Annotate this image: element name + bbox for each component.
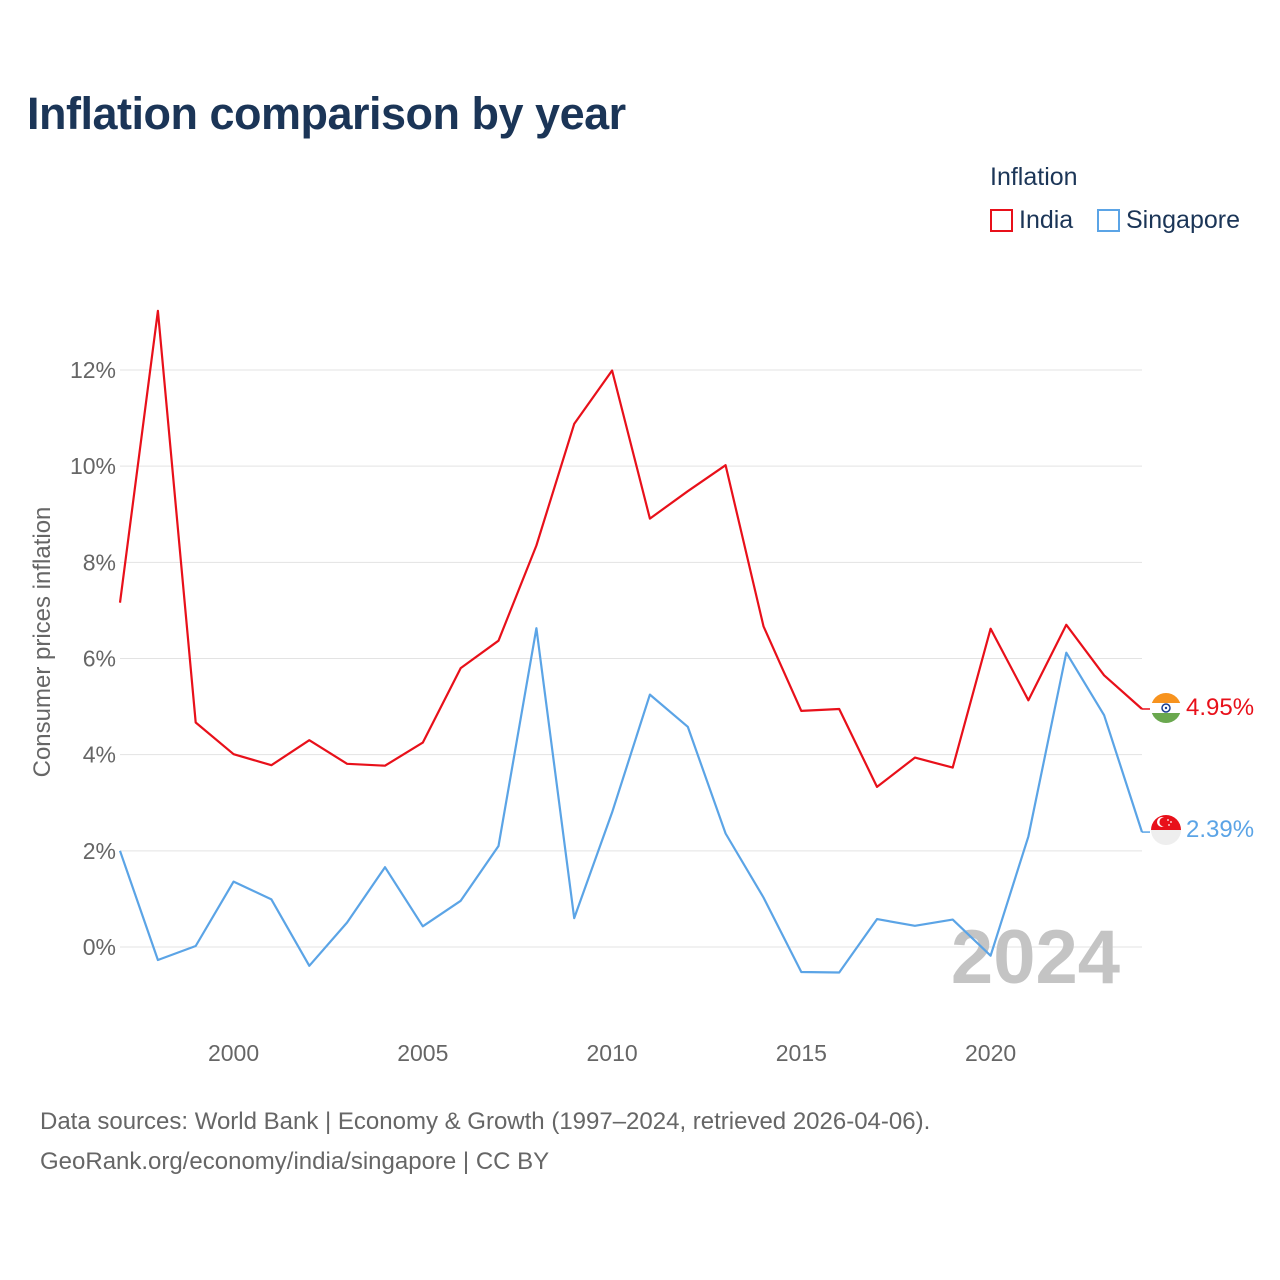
- source-line-2[interactable]: GeoRank.org/economy/india/singapore | CC…: [40, 1148, 550, 1175]
- x-tick-label: 2020: [965, 1040, 1016, 1066]
- legend-item-singapore[interactable]: Singapore: [1097, 205, 1240, 235]
- legend-item-india[interactable]: India: [990, 205, 1073, 235]
- legend-title: Inflation: [990, 163, 1078, 191]
- chart-title: Inflation comparison by year: [27, 88, 626, 139]
- series-line-singapore[interactable]: [118, 627, 1144, 974]
- grid-lines: [120, 369, 1142, 948]
- x-tick-label: 2010: [586, 1040, 637, 1066]
- legend-swatch-india: [990, 208, 1013, 232]
- x-tick-label: 2000: [208, 1040, 259, 1066]
- y-tick-label: 4%: [83, 742, 116, 768]
- singapore-flag-icon: [1151, 815, 1181, 845]
- x-axis-ticks: 2000 2005 2010 2015 2020: [208, 1040, 1016, 1066]
- legend-label-india: India: [1019, 205, 1074, 234]
- y-axis-ticks: 0% 2% 4% 6% 8% 10% 12%: [70, 357, 116, 960]
- y-tick-label: 0%: [83, 934, 116, 960]
- legend-swatch-singapore: [1097, 208, 1120, 232]
- watermark-layer: 2024: [951, 915, 1120, 1000]
- legend-label-singapore: Singapore: [1126, 205, 1240, 234]
- x-tick-label: 2005: [397, 1040, 448, 1066]
- end-labels: 4.95% 2.39%: [1151, 693, 1254, 845]
- y-tick-label: 2%: [83, 838, 116, 864]
- y-tick-label: 12%: [70, 357, 116, 383]
- series-layer: [118, 309, 1150, 974]
- x-tick-label: 2015: [776, 1040, 827, 1066]
- series-line-india[interactable]: [118, 309, 1143, 789]
- source-line-1: Data sources: World Bank | Economy & Gro…: [40, 1108, 931, 1135]
- y-tick-label: 6%: [83, 646, 116, 672]
- end-label-india: 4.95%: [1186, 694, 1254, 721]
- y-axis-label: Consumer prices inflation: [29, 507, 56, 778]
- y-tick-label: 8%: [83, 549, 116, 575]
- end-label-singapore: 2.39%: [1186, 816, 1254, 843]
- india-flag-icon: [1151, 693, 1181, 723]
- y-tick-label: 10%: [70, 453, 116, 479]
- year-watermark: 2024: [951, 915, 1120, 1000]
